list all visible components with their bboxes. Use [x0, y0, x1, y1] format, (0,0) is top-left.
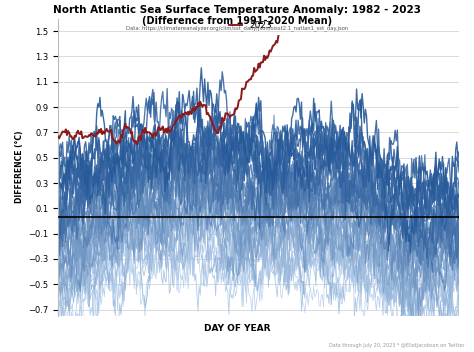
Text: (Difference from 1991-2020 Mean): (Difference from 1991-2020 Mean): [142, 16, 332, 26]
Y-axis label: DIFFERENCE (°C): DIFFERENCE (°C): [15, 131, 24, 203]
Text: Data through July 20, 2023 * @EliotJacobson on Twitter: Data through July 20, 2023 * @EliotJacob…: [329, 344, 465, 348]
Text: DAY OF YEAR: DAY OF YEAR: [204, 323, 270, 333]
Text: North Atlantic Sea Surface Temperature Anomaly: 1982 - 2023: North Atlantic Sea Surface Temperature A…: [53, 5, 421, 15]
Text: Data: https://climatereanalyzer.org/clim/sst_daily/json/oisst2.1_natlan1_sst_day: Data: https://climatereanalyzer.org/clim…: [126, 25, 348, 31]
Legend: 2023: 2023: [225, 17, 276, 33]
